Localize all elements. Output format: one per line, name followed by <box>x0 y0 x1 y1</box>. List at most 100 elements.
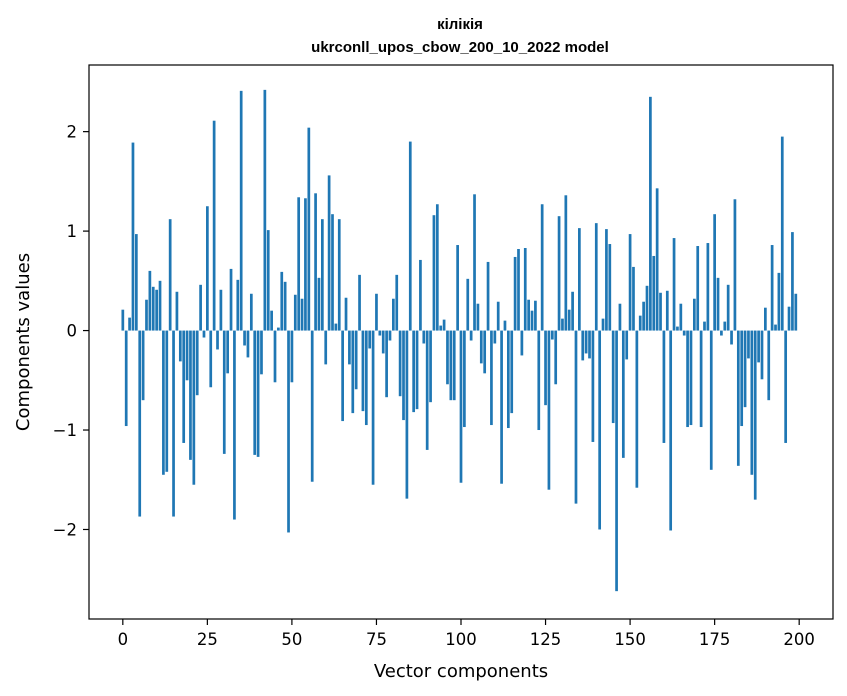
bar <box>605 229 608 331</box>
bar <box>621 330 625 458</box>
bar <box>655 188 659 331</box>
bar <box>584 330 588 354</box>
bar <box>364 330 368 426</box>
bar <box>456 245 459 331</box>
bar <box>270 310 273 331</box>
bar <box>720 330 723 336</box>
bar <box>222 330 226 454</box>
y-tick-label: −1 <box>53 421 77 440</box>
bar <box>628 234 632 331</box>
bar <box>429 330 432 403</box>
bar <box>530 310 534 331</box>
bar <box>733 199 737 331</box>
bar <box>764 307 767 331</box>
bar <box>740 330 744 427</box>
bar <box>523 248 527 331</box>
bar <box>510 330 514 414</box>
bar <box>256 330 260 457</box>
bar <box>310 330 314 482</box>
bar <box>794 293 798 331</box>
bar <box>787 306 791 331</box>
bar <box>134 234 138 331</box>
x-tick-label: 200 <box>783 630 815 649</box>
y-axis: −2 −1 0 1 2 <box>53 123 89 539</box>
bar <box>476 303 480 331</box>
chart-subtitle: ukrconll_upos_cbow_200_10_2022 model <box>311 39 609 56</box>
bar <box>736 330 740 466</box>
bar <box>561 318 564 331</box>
bar <box>175 291 179 331</box>
bar <box>422 330 426 344</box>
bar <box>547 330 551 490</box>
bar <box>358 274 361 331</box>
bar <box>557 216 561 331</box>
bar <box>692 298 696 331</box>
bar <box>442 319 446 331</box>
bar <box>709 330 713 470</box>
bar <box>567 309 571 331</box>
bar <box>679 303 683 331</box>
bar <box>618 303 622 331</box>
bar <box>608 244 612 331</box>
bar <box>297 197 301 331</box>
bar <box>625 330 629 360</box>
bar <box>669 330 673 531</box>
bar <box>361 330 365 412</box>
x-tick-label: 50 <box>281 630 302 649</box>
bar <box>517 249 520 331</box>
bar <box>635 330 639 488</box>
bar <box>273 330 277 383</box>
x-tick-label: 150 <box>614 630 646 649</box>
bar <box>425 330 429 450</box>
bar <box>290 330 294 383</box>
bar <box>594 223 598 331</box>
bar <box>307 127 311 331</box>
bar <box>138 330 142 517</box>
bar <box>537 330 541 431</box>
bar <box>124 330 128 427</box>
bar <box>490 330 493 426</box>
bar <box>287 330 290 533</box>
bar <box>774 324 777 331</box>
bar <box>324 330 328 365</box>
bar <box>706 243 710 331</box>
bar <box>337 219 341 331</box>
y-tick-label: 1 <box>67 222 78 241</box>
bar <box>243 330 246 346</box>
bar <box>747 330 750 359</box>
bar <box>750 330 754 475</box>
y-tick-label: 2 <box>67 123 78 142</box>
bar <box>402 330 405 421</box>
bar <box>601 318 605 331</box>
bar <box>696 246 700 331</box>
bar <box>439 325 443 331</box>
bar <box>662 330 666 443</box>
bar <box>432 215 436 331</box>
bar <box>682 330 686 336</box>
bar <box>381 330 385 354</box>
x-tick-label: 25 <box>197 630 218 649</box>
bar <box>209 330 213 388</box>
bar <box>469 330 473 341</box>
bar <box>195 330 199 396</box>
bar <box>686 330 689 428</box>
bar <box>463 330 466 428</box>
x-tick-label: 125 <box>530 630 562 649</box>
bar <box>293 294 297 331</box>
x-tick-label: 0 <box>118 630 129 649</box>
bar <box>527 299 530 331</box>
x-axis-label: Vector components <box>374 661 548 682</box>
bar <box>452 330 456 401</box>
bar <box>726 284 730 331</box>
bar <box>632 266 635 331</box>
bar <box>459 330 463 483</box>
bar <box>263 89 267 331</box>
bar <box>151 286 155 331</box>
bar <box>304 198 307 331</box>
bar <box>672 238 676 331</box>
bar <box>571 291 574 331</box>
bar <box>185 330 189 381</box>
bar <box>703 321 706 331</box>
y-axis-label: Components values <box>13 253 34 431</box>
